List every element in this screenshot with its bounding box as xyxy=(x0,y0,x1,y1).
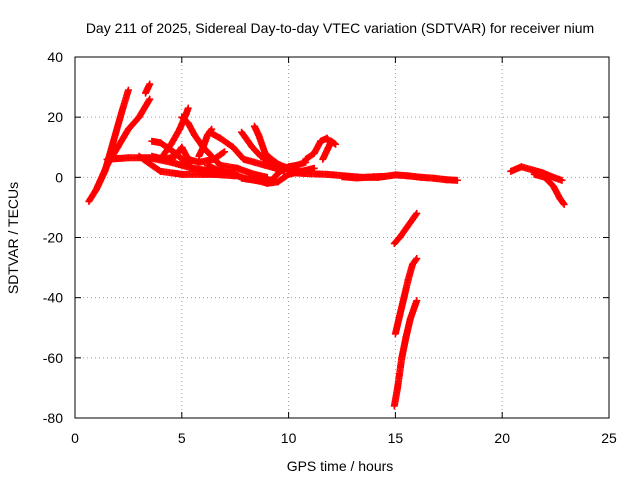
axis-layer: 0 5 10 15 20 25 -80 -60 -40 -20 0 20 40 xyxy=(43,49,617,446)
y-tick-label: 20 xyxy=(47,109,63,125)
data-point xyxy=(184,104,192,112)
x-tick-label: 20 xyxy=(494,430,510,446)
x-tick-label: 10 xyxy=(281,430,297,446)
data-point xyxy=(559,199,567,207)
chart-title: Day 211 of 2025, Sidereal Day-to-day VTE… xyxy=(86,20,594,36)
data-points xyxy=(85,80,568,410)
data-point xyxy=(413,297,421,305)
data-point xyxy=(146,95,154,103)
data-point xyxy=(221,148,229,156)
y-axis-label: SDTVAR / TECUs xyxy=(5,182,21,294)
x-axis-label: GPS time / hours xyxy=(287,458,394,474)
y-tick-label: 0 xyxy=(55,169,63,185)
y-tick-label: 40 xyxy=(47,49,63,65)
data-point xyxy=(558,176,566,184)
x-tick-label: 0 xyxy=(71,430,79,446)
data-point xyxy=(560,200,568,208)
y-tick-label: -20 xyxy=(43,230,63,246)
data-point xyxy=(412,256,420,264)
data-point xyxy=(146,80,154,88)
x-tick-label: 25 xyxy=(601,430,617,446)
y-tick-label: -60 xyxy=(43,350,63,366)
data-point xyxy=(413,255,421,263)
data-point xyxy=(219,149,227,157)
x-tick-label: 15 xyxy=(388,430,404,446)
grid-layer xyxy=(75,57,609,418)
data-point xyxy=(381,172,389,180)
data-point xyxy=(453,176,461,184)
data-point xyxy=(412,211,420,219)
data-point xyxy=(332,140,340,148)
x-tick-label: 5 xyxy=(178,430,186,446)
y-tick-label: -40 xyxy=(43,290,63,306)
data-point xyxy=(124,86,132,94)
y-tick-label: -80 xyxy=(43,410,63,426)
data-point xyxy=(413,209,421,217)
